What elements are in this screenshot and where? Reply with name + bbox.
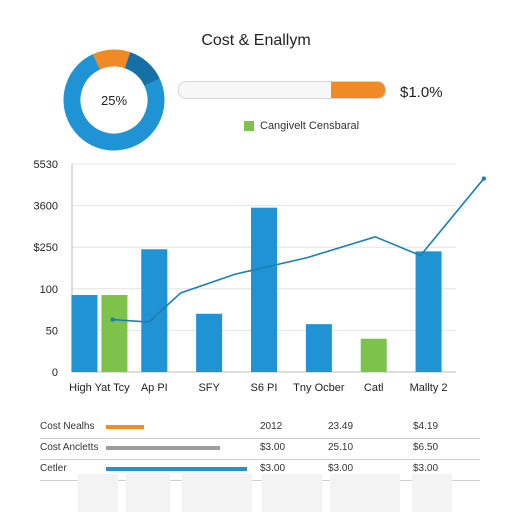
bar <box>196 313 223 372</box>
bar <box>360 338 387 372</box>
decorative-block <box>78 474 118 512</box>
row-value-1: $3.00 <box>260 442 286 453</box>
row-value-3: $6.50 <box>413 442 439 453</box>
bar <box>101 295 128 372</box>
row-label: Cost Ancletts <box>40 442 99 453</box>
bar <box>305 324 332 372</box>
donut-center-label: 25% <box>101 93 127 108</box>
bar <box>251 207 277 372</box>
bar-line-chart: 0 50 100 $250 3600 5530 High Yat Tcy Ap PI SFY S… <box>34 159 487 394</box>
decorative-block <box>262 474 322 512</box>
x-tick-label: Mallty 2 <box>410 382 448 394</box>
row-value-1: 2012 <box>260 421 283 432</box>
progress-fill <box>331 82 385 98</box>
bar <box>71 295 98 372</box>
decorative-block <box>412 474 452 512</box>
row-bar <box>106 425 144 429</box>
x-tick-label: High Yat Tcy <box>69 382 130 394</box>
bar <box>141 249 168 372</box>
x-tick-label: SFY <box>198 382 220 394</box>
line-point <box>481 176 487 181</box>
row-label: Cetler <box>40 463 67 474</box>
trend-line <box>112 178 485 323</box>
donut-chart: 25% <box>63 49 165 151</box>
row-value-2: 25.10 <box>328 442 354 453</box>
donut-slice <box>63 49 165 151</box>
table-row: Cetler $3.00 $3.00 $3.00 <box>40 460 480 481</box>
y-tick-label: $250 <box>34 242 58 254</box>
row-value-1: $3.00 <box>260 463 286 474</box>
x-tick-label: Ap PI <box>141 382 168 394</box>
decorative-block <box>182 474 252 512</box>
row-bar <box>106 446 220 450</box>
chart-legend: Cangivelt Censbaral <box>244 120 359 132</box>
table-row: Cost Ancletts $3.00 25.10 $6.50 <box>40 439 480 460</box>
row-value-2: $3.00 <box>328 463 354 474</box>
progress-bar <box>178 81 386 99</box>
decorative-block <box>126 474 170 512</box>
summary-table: Cost Nealhs 2012 23.49 $4.19 Cost Anclet… <box>40 418 480 481</box>
row-value-3: $3.00 <box>413 463 439 474</box>
progress-value: $1.0% <box>400 84 443 101</box>
row-value-3: $4.19 <box>413 421 439 432</box>
bar <box>415 251 442 372</box>
legend-label: Cangivelt Censbaral <box>260 120 360 132</box>
y-tick-label: 50 <box>46 325 58 337</box>
legend-swatch <box>244 121 254 131</box>
decorative-block <box>330 474 400 512</box>
row-bar <box>106 467 247 471</box>
table-row: Cost Nealhs 2012 23.49 $4.19 <box>40 418 480 439</box>
x-tick-label: S6 PI <box>251 382 278 394</box>
chart-title: Cost & Enallym <box>201 32 311 49</box>
y-tick-label: 5530 <box>34 159 58 171</box>
line-point <box>110 317 115 322</box>
x-tick-label: Tny Ocber <box>293 382 345 394</box>
row-value-2: 23.49 <box>328 421 354 432</box>
y-tick-label: 0 <box>52 367 58 379</box>
y-tick-label: 100 <box>40 284 58 296</box>
row-label: Cost Nealhs <box>40 421 95 432</box>
y-tick-label: 3600 <box>34 201 58 213</box>
x-tick-label: Catl <box>364 382 384 394</box>
